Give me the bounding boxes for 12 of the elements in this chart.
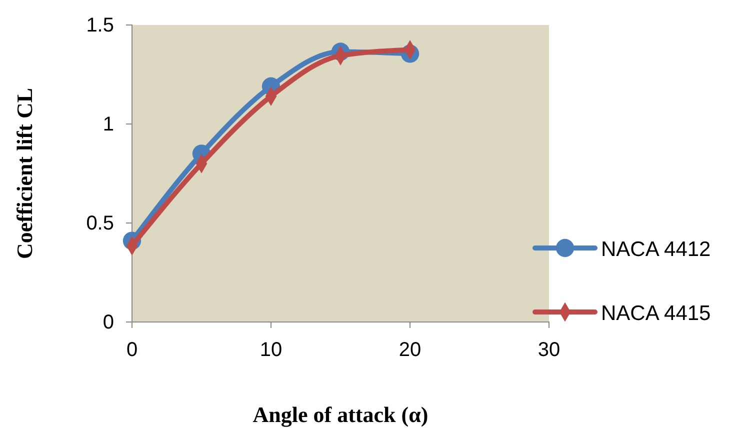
y-tick-label: 0 [102,311,114,334]
legend-label: NACA 4412 [601,238,711,261]
x-tick-label: 10 [260,339,282,362]
x-axis-title: Angle of attack (α) [252,402,428,427]
y-axis-title: Coefficient lift CL [12,88,37,260]
x-tick-label: 30 [538,339,560,362]
y-tick-label: 1.5 [86,14,114,36]
legend-label: NACA 4415 [601,302,711,325]
y-tick-label: 0.5 [86,212,114,234]
x-tick-label: 0 [126,339,138,362]
y-tick-label: 1 [102,113,114,136]
x-tick-label: 20 [398,339,422,362]
